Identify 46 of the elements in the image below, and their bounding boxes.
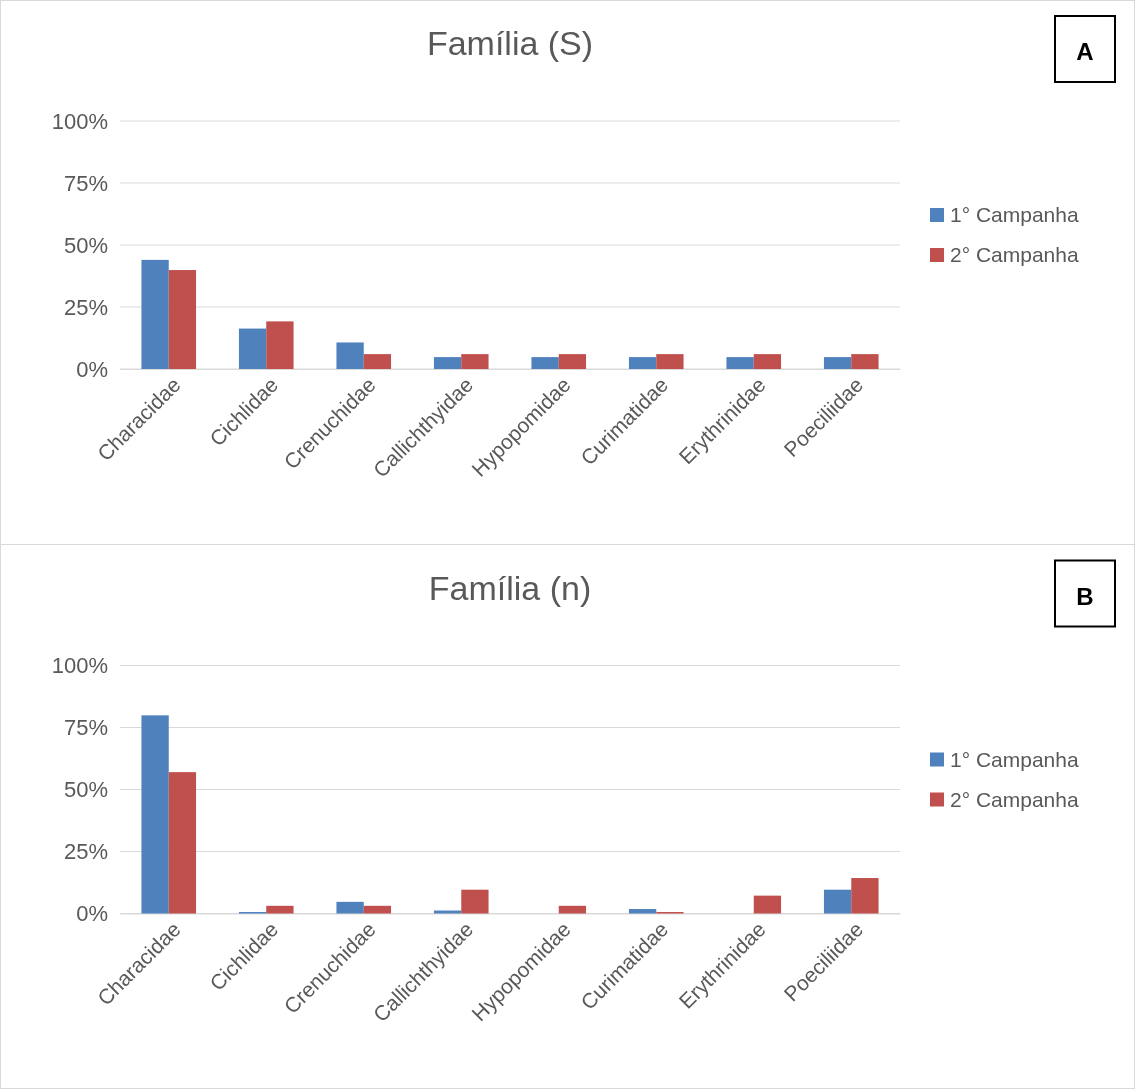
bar bbox=[558, 905, 587, 914]
y-tick-label: 25% bbox=[63, 294, 108, 320]
bar bbox=[558, 354, 587, 369]
bar bbox=[168, 772, 197, 914]
bar bbox=[628, 357, 657, 369]
bar bbox=[753, 895, 782, 914]
y-tick-label: 25% bbox=[63, 839, 108, 865]
y-tick-label: 75% bbox=[63, 715, 108, 741]
bar bbox=[823, 357, 852, 369]
legend-label: 1° Campanha bbox=[950, 747, 1079, 771]
y-tick-label: 100% bbox=[51, 653, 108, 679]
bar bbox=[363, 905, 392, 914]
bar bbox=[461, 354, 489, 369]
bar bbox=[656, 354, 684, 369]
bar bbox=[851, 354, 879, 369]
bar bbox=[851, 878, 879, 914]
bar bbox=[141, 715, 169, 914]
y-tick-label: 100% bbox=[51, 108, 108, 134]
bar bbox=[363, 354, 392, 369]
bar bbox=[336, 901, 364, 914]
bar bbox=[823, 889, 852, 914]
bar bbox=[266, 321, 294, 369]
chart-title: Família (n) bbox=[428, 568, 592, 607]
bar bbox=[266, 905, 294, 914]
bar bbox=[628, 909, 657, 914]
bar bbox=[753, 354, 782, 369]
bar bbox=[461, 889, 489, 914]
y-tick-label: 0% bbox=[76, 901, 108, 927]
y-tick-label: 0% bbox=[76, 356, 108, 382]
bar bbox=[433, 357, 462, 369]
bar bbox=[168, 270, 197, 369]
bar bbox=[726, 357, 754, 369]
legend-label: 2° Campanha bbox=[950, 243, 1079, 267]
legend-label: 1° Campanha bbox=[950, 203, 1079, 227]
label-box: A bbox=[1054, 15, 1116, 83]
bar bbox=[238, 328, 267, 369]
chart-title: Família (S) bbox=[426, 24, 594, 62]
y-tick-label: 50% bbox=[63, 777, 108, 803]
bar bbox=[433, 910, 462, 914]
bar bbox=[141, 259, 169, 369]
bar bbox=[336, 342, 364, 369]
y-tick-label: 75% bbox=[63, 170, 108, 196]
y-tick-label: 50% bbox=[63, 232, 108, 258]
label-box: B bbox=[1054, 559, 1116, 628]
bar bbox=[531, 357, 559, 369]
legend-label: 2° Campanha bbox=[950, 787, 1079, 811]
